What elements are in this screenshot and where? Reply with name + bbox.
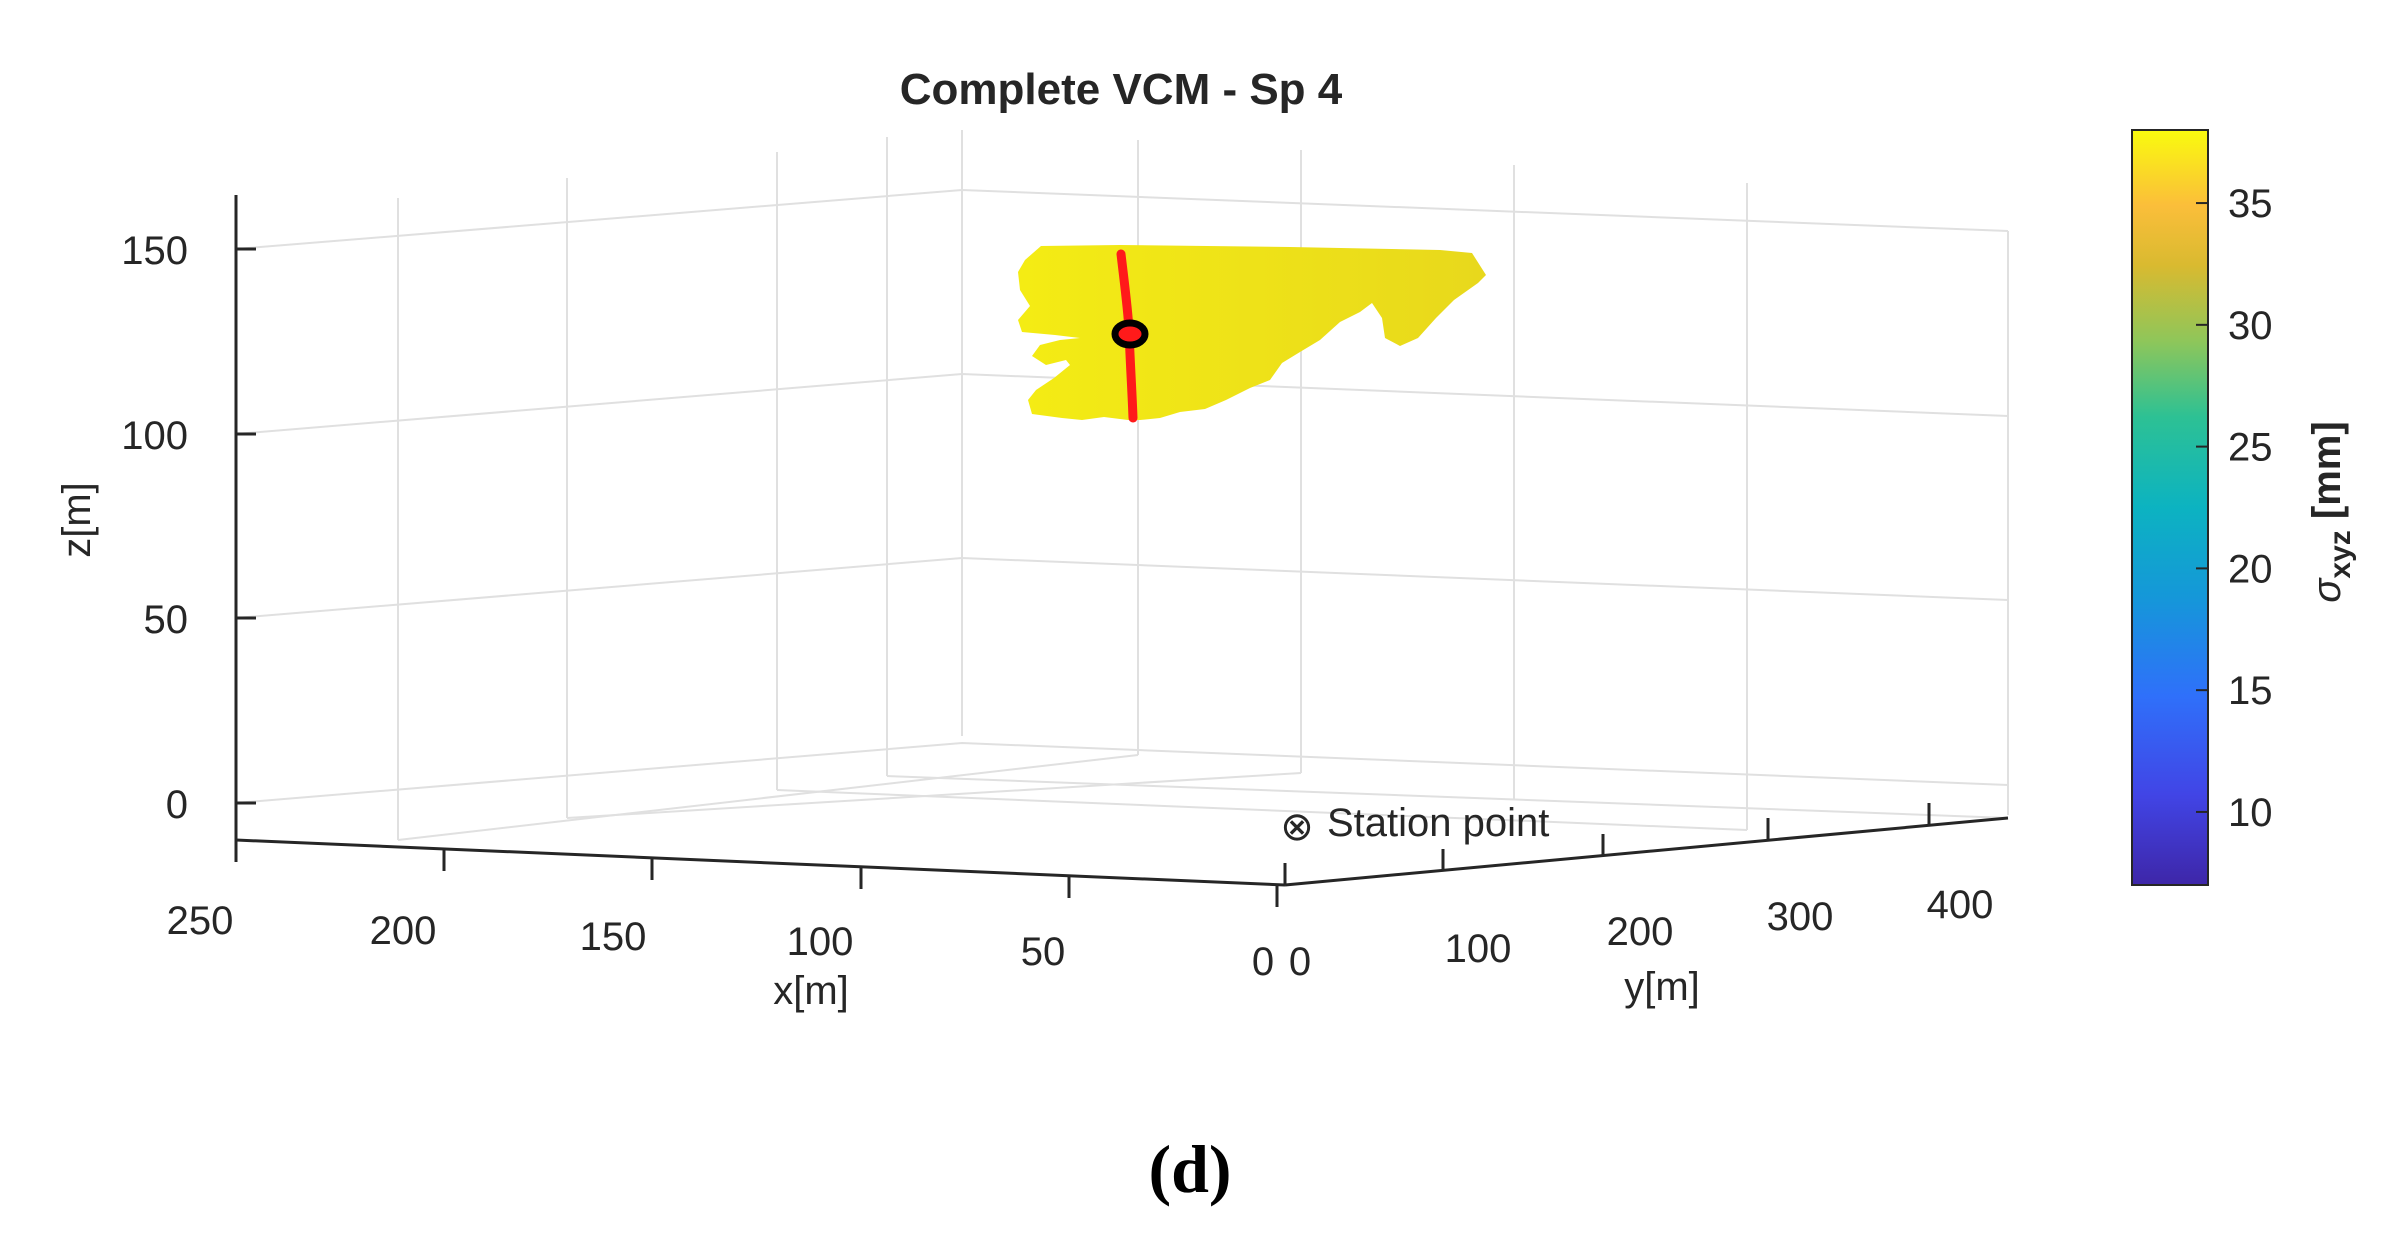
chart-title: Complete VCM - Sp 4 xyxy=(900,65,1343,114)
y-tick-label: 200 xyxy=(1607,910,1674,954)
x-axis-label: x[m] xyxy=(773,969,849,1013)
x-tick-label: 200 xyxy=(370,909,437,953)
colorbar-gradient xyxy=(2131,129,2209,886)
plot-grid xyxy=(235,130,2009,841)
z-tick-label: 0 xyxy=(166,783,188,827)
z-tick-label: 100 xyxy=(121,414,188,458)
z-axis: 0 50 100 150 z[m] xyxy=(55,229,256,827)
x-tick-label: 250 xyxy=(167,899,234,943)
panel-label: (d) xyxy=(1148,1131,1231,1207)
z-tick-label: 50 xyxy=(144,598,189,642)
colorbar-tick-label: 10 xyxy=(2228,791,2273,835)
x-tick-label: 150 xyxy=(580,915,647,959)
colorbar-tick-label: 20 xyxy=(2228,547,2273,591)
station-point-legend: ⊗ Station point xyxy=(1280,801,1549,849)
y-tick-label: 100 xyxy=(1445,927,1512,971)
colorbar-tick-label: 25 xyxy=(2228,426,2273,470)
y-tick-label: 300 xyxy=(1767,895,1834,939)
marker-point xyxy=(1111,319,1149,349)
colorbar: 10 15 20 25 30 35 σxyz [mm] xyxy=(2131,129,2357,886)
y-axis-label: y[m] xyxy=(1624,965,1700,1009)
colorbar-tick-label: 30 xyxy=(2228,304,2273,348)
station-point-label: Station point xyxy=(1327,801,1549,845)
y-tick-label: 0 xyxy=(1289,940,1311,984)
z-axis-label: z[m] xyxy=(55,482,99,558)
z-tick-label: 150 xyxy=(121,229,188,273)
x-tick-label: 0 xyxy=(1252,940,1274,984)
station-point-icon: ⊗ xyxy=(1280,805,1314,849)
y-tick-label: 400 xyxy=(1927,883,1994,927)
colorbar-tick-label: 35 xyxy=(2228,182,2273,226)
colorbar-ticks: 10 15 20 25 30 35 xyxy=(2196,182,2273,835)
colorbar-label: σxyz [mm] xyxy=(2305,421,2357,602)
x-axis: 250 200 150 100 50 0 x[m] xyxy=(167,840,1279,1013)
x-tick-label: 100 xyxy=(787,920,854,964)
point-cloud xyxy=(1018,245,1486,420)
x-tick-label: 50 xyxy=(1021,930,1066,974)
y-axis: 0 100 200 300 400 y[m] xyxy=(1283,803,1994,1009)
colorbar-tick-label: 15 xyxy=(2228,669,2273,713)
axes xyxy=(234,195,2009,887)
